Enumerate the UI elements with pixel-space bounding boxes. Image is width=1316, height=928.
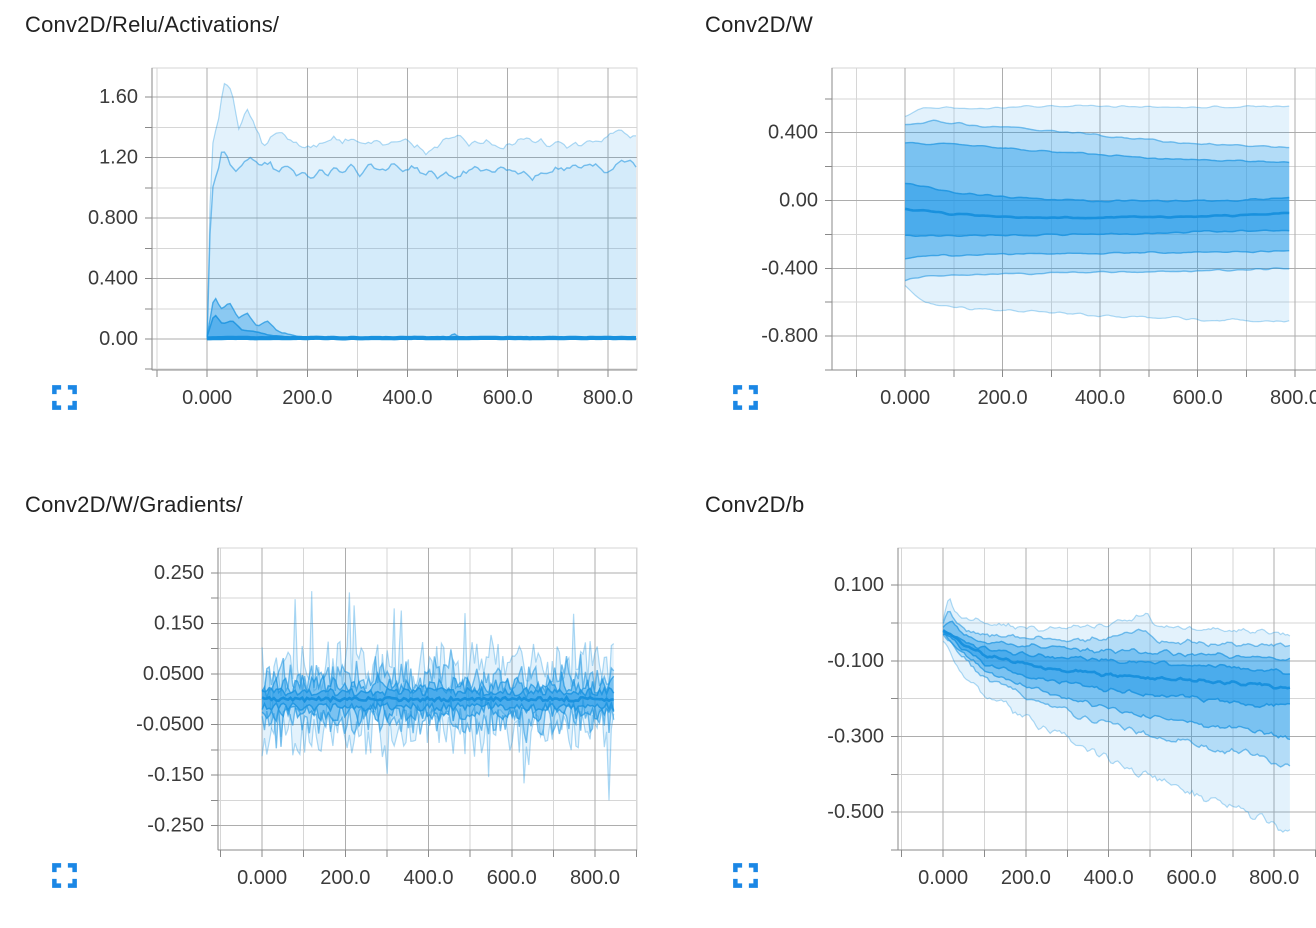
- distribution-chart-card: Conv2D/Relu/Activations/ 0.000 200.0 400.0…: [0, 0, 658, 464]
- svg-text:-0.0500: -0.0500: [136, 714, 204, 736]
- distribution-chart[interactable]: 0.000 200.0 400.0 600.0 800.0 0.250 0.150 0.050…: [0, 530, 658, 910]
- svg-text:0.000: 0.000: [182, 387, 232, 409]
- chart-title: Conv2D/W/Gradients/: [25, 492, 243, 517]
- svg-text:800.0: 800.0: [1249, 867, 1299, 889]
- svg-text:1.60: 1.60: [99, 86, 138, 108]
- distribution-chart-card: Conv2D/W/Gradients/ 0.000 200.0 400.0 600.0…: [0, 480, 658, 928]
- fullscreen-icon: [733, 385, 758, 410]
- svg-text:800.0: 800.0: [570, 867, 620, 889]
- svg-text:-0.150: -0.150: [147, 764, 204, 786]
- svg-text:600.0: 600.0: [1166, 867, 1216, 889]
- fullscreen-icon: [52, 863, 77, 888]
- distribution-chart[interactable]: 0.000 200.0 400.0 600.0 800.0 0.400 0.00 -0.400…: [658, 50, 1316, 430]
- expand-chart-button[interactable]: [732, 384, 759, 411]
- svg-text:200.0: 200.0: [1001, 867, 1051, 889]
- svg-text:-0.300: -0.300: [827, 725, 884, 747]
- svg-text:-0.500: -0.500: [827, 801, 884, 823]
- expand-chart-button[interactable]: [51, 384, 78, 411]
- distribution-chart-card: Conv2D/b 0.000 200.0 400.0 600.0 800.0 0.100 -…: [658, 480, 1316, 928]
- svg-text:600.0: 600.0: [1173, 387, 1223, 409]
- svg-text:0.400: 0.400: [768, 122, 818, 144]
- fullscreen-icon: [733, 863, 758, 888]
- svg-text:800.0: 800.0: [583, 387, 633, 409]
- svg-text:1.20: 1.20: [99, 147, 138, 169]
- svg-text:0.250: 0.250: [154, 562, 204, 584]
- svg-text:0.000: 0.000: [237, 867, 287, 889]
- svg-text:-0.800: -0.800: [761, 325, 818, 347]
- distribution-chart-card: Conv2D/W 0.000 200.0 400.0 600.0 800.0 0.400 0…: [658, 0, 1316, 464]
- svg-text:0.00: 0.00: [779, 190, 818, 212]
- svg-text:200.0: 200.0: [978, 387, 1028, 409]
- svg-text:800.0: 800.0: [1270, 387, 1316, 409]
- svg-text:0.800: 0.800: [88, 207, 138, 229]
- chart-title: Conv2D/b: [705, 492, 805, 517]
- svg-text:0.0500: 0.0500: [143, 663, 204, 685]
- svg-text:-0.100: -0.100: [827, 650, 884, 672]
- expand-chart-button[interactable]: [732, 862, 759, 889]
- svg-text:400.0: 400.0: [382, 387, 432, 409]
- svg-text:-0.400: -0.400: [761, 257, 818, 279]
- svg-text:400.0: 400.0: [1075, 387, 1125, 409]
- svg-text:0.000: 0.000: [880, 387, 930, 409]
- svg-text:0.000: 0.000: [918, 867, 968, 889]
- svg-text:0.150: 0.150: [154, 612, 204, 634]
- svg-text:400.0: 400.0: [1084, 867, 1134, 889]
- chart-title: Conv2D/W: [705, 12, 813, 37]
- svg-text:0.100: 0.100: [834, 574, 884, 596]
- svg-text:400.0: 400.0: [404, 867, 454, 889]
- svg-text:200.0: 200.0: [282, 387, 332, 409]
- svg-text:0.400: 0.400: [88, 268, 138, 290]
- fullscreen-icon: [52, 385, 77, 410]
- chart-title: Conv2D/Relu/Activations/: [25, 12, 280, 37]
- svg-text:600.0: 600.0: [487, 867, 537, 889]
- distribution-chart[interactable]: 0.000 200.0 400.0 600.0 800.0 0.100 -0.100 -0.3…: [658, 530, 1316, 910]
- svg-text:0.00: 0.00: [99, 328, 138, 350]
- svg-text:200.0: 200.0: [320, 867, 370, 889]
- distribution-chart[interactable]: 0.000 200.0 400.0 600.0 800.0 1.60 1.20 0.800 0.…: [0, 50, 658, 430]
- expand-chart-button[interactable]: [51, 862, 78, 889]
- svg-text:-0.250: -0.250: [147, 815, 204, 837]
- svg-text:600.0: 600.0: [483, 387, 533, 409]
